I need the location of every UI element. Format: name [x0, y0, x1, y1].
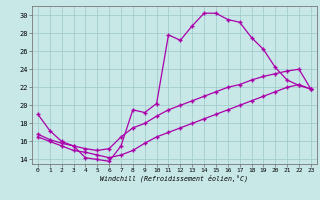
X-axis label: Windchill (Refroidissement éolien,°C): Windchill (Refroidissement éolien,°C) — [100, 175, 248, 182]
